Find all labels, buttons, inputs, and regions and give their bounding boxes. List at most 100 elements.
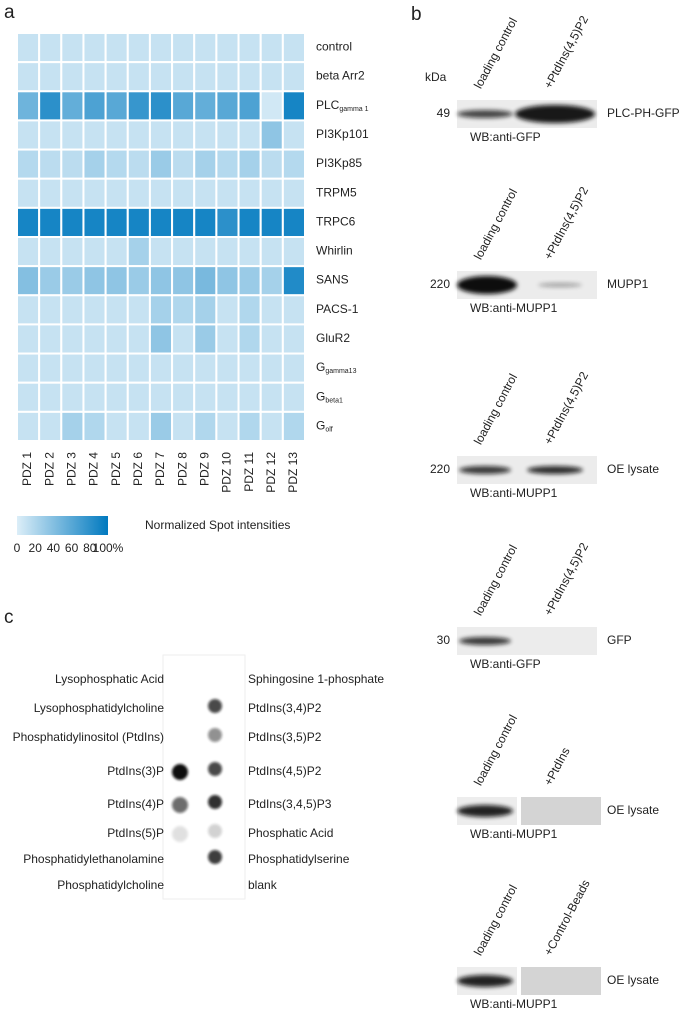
column-label: PDZ 9	[197, 452, 211, 486]
heatmap-cell	[104, 323, 129, 355]
heatmap-cell	[148, 177, 174, 209]
heatmap-cell	[215, 323, 240, 355]
heatmap-cell	[60, 32, 85, 64]
heatmap-cell	[193, 323, 218, 355]
colorbar-tick-label: 60	[65, 541, 79, 555]
heatmap-cell	[148, 265, 174, 297]
blot-target: GFP	[607, 633, 632, 647]
heatmap-cell	[148, 148, 174, 180]
heatmap-cell	[104, 265, 129, 297]
heatmap-cell	[171, 119, 196, 151]
panel-label: b	[411, 4, 422, 25]
lipid-label: blank	[248, 878, 278, 892]
heatmap-cell	[38, 352, 63, 384]
heatmap-cell	[237, 381, 262, 413]
heatmap-cell	[104, 32, 129, 64]
heatmap-cell	[16, 32, 41, 64]
column-label: PDZ 2	[42, 452, 56, 486]
heatmap-cell	[237, 148, 262, 180]
lipid-label: Phosphatic Acid	[248, 826, 333, 840]
heatmap-cell	[281, 265, 307, 297]
heatmap-cell	[237, 206, 262, 239]
blot-band	[457, 110, 513, 118]
row-label: beta Arr2	[316, 69, 365, 83]
row-label: PI3Kp85	[316, 156, 362, 170]
heatmap-cell	[259, 90, 284, 122]
heatmap-cell	[237, 265, 262, 297]
heatmap-cell	[126, 381, 151, 413]
row-label: Gbeta1	[316, 389, 343, 404]
heatmap-cell	[126, 323, 151, 355]
heatmap-cell	[38, 265, 63, 297]
heatmap-cell	[281, 90, 307, 122]
heatmap-cell	[259, 323, 284, 355]
heatmap-cell	[148, 352, 174, 384]
heatmap-cell	[215, 352, 240, 384]
heatmap-cell	[148, 61, 174, 93]
column-label: PDZ 8	[175, 452, 189, 486]
antibody-label: WB:anti-MUPP1	[470, 827, 558, 841]
lane-label: +PtdIns(4,5)P2	[541, 184, 591, 262]
heatmap-cell	[38, 236, 63, 268]
heatmap-cell	[16, 206, 41, 239]
heatmap-cell	[82, 61, 107, 93]
heatmap-cell	[148, 323, 174, 355]
lane-label: +Control-Beads	[541, 877, 593, 957]
blot-band	[527, 466, 583, 474]
antibody-label: WB:anti-MUPP1	[470, 301, 558, 315]
heatmap-cell	[16, 265, 41, 297]
heatmap-cell	[60, 352, 85, 384]
lipid-label: Phosphatidylinositol (PtdIns)	[13, 730, 164, 744]
lipid-label: Lysophosphatic Acid	[55, 672, 164, 686]
blot-band	[457, 805, 513, 817]
heatmap-cell	[126, 206, 151, 239]
lipid-label: PtdIns(3,5)P2	[248, 730, 322, 744]
heatmap-cell	[60, 61, 85, 93]
heatmap-cell	[104, 90, 129, 122]
heatmap-cell	[259, 148, 284, 180]
heatmap-cell	[237, 410, 262, 443]
heatmap-cell	[104, 381, 129, 413]
blot-band	[457, 276, 517, 294]
heatmap-cell	[16, 119, 41, 151]
row-label-text: PLC	[316, 98, 340, 112]
row-label-text: control	[316, 40, 352, 54]
heatmap-cell	[16, 323, 41, 355]
heatmap-cell	[171, 177, 196, 209]
blot-target: OE lysate	[607, 973, 659, 987]
heatmap-cell	[60, 206, 85, 239]
heatmap-cell	[237, 119, 262, 151]
colorbar-title: Normalized Spot intensities	[145, 518, 290, 532]
dot	[208, 824, 222, 838]
heatmap-cell	[259, 61, 284, 93]
heatmap-cell	[126, 294, 151, 326]
heatmap-cell	[193, 90, 218, 122]
heatmap-cell	[104, 410, 129, 443]
heatmap-cell	[126, 119, 151, 151]
heatmap-cell	[82, 32, 107, 64]
blot-band	[459, 637, 511, 645]
heatmap-cell	[126, 61, 151, 93]
blot-target: OE lysate	[607, 803, 659, 817]
heatmap-cell	[60, 265, 85, 297]
heatmap-cell	[104, 119, 129, 151]
heatmap-cell	[193, 294, 218, 326]
heatmap-cell	[82, 90, 107, 122]
row-label: SANS	[316, 273, 349, 287]
lipid-label: PtdIns(3,4)P2	[248, 701, 322, 715]
heatmap-cell	[215, 294, 240, 326]
heatmap-cell	[148, 32, 174, 64]
column-label: PDZ 6	[131, 452, 145, 486]
heatmap-cell	[237, 61, 262, 93]
blot-band	[457, 975, 513, 987]
colorbar-tick-label: 40	[47, 541, 61, 555]
row-label-sub: gamma13	[325, 368, 356, 375]
row-label: control	[316, 40, 352, 54]
row-label-text: PI3Kp85	[316, 156, 362, 170]
blot-band	[459, 466, 511, 474]
heatmap-cell	[104, 206, 129, 239]
heatmap-cell	[237, 323, 262, 355]
colorbar-tick-label: 100%	[93, 541, 124, 555]
lane-label: +PtdIns	[541, 745, 573, 788]
heatmap-cell	[237, 236, 262, 268]
